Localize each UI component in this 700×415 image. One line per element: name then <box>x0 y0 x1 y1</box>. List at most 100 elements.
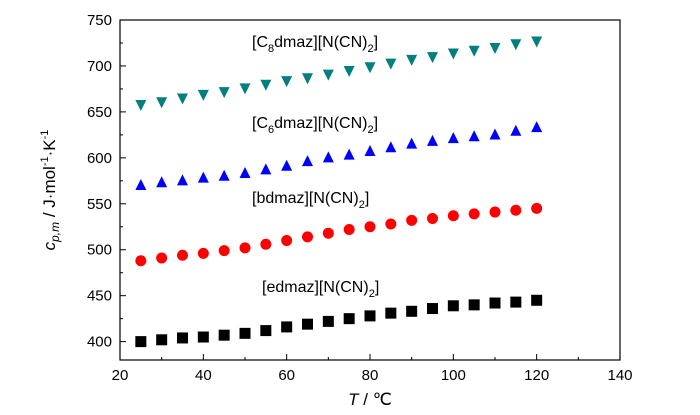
data-point-series-2 <box>197 171 209 183</box>
data-point-series-3 <box>156 97 168 109</box>
data-point-series-1 <box>239 242 251 254</box>
data-point-series-1 <box>302 231 313 243</box>
data-point-series-1 <box>156 252 168 264</box>
data-point-series-3 <box>281 76 293 88</box>
data-point-series-0 <box>406 305 418 317</box>
data-point-series-0 <box>218 329 230 341</box>
data-point-series-1 <box>427 212 438 224</box>
data-point-series-0 <box>343 313 355 325</box>
data-point-series-1 <box>385 218 397 230</box>
data-point-series-3 <box>406 54 418 66</box>
y-tick-label: 550 <box>87 196 112 213</box>
data-point-series-2 <box>156 176 168 188</box>
data-point-series-2 <box>239 167 251 179</box>
data-point-series-2 <box>302 155 313 167</box>
data-point-series-0 <box>489 297 501 309</box>
data-point-series-3 <box>197 89 209 101</box>
data-point-series-0 <box>322 315 334 327</box>
data-point-series-3 <box>510 39 522 51</box>
data-point-series-0 <box>260 325 272 337</box>
x-tick-label: 80 <box>362 367 379 384</box>
y-tick-label: 450 <box>87 288 112 305</box>
data-point-series-3 <box>239 83 251 95</box>
data-point-series-3 <box>302 73 313 85</box>
axis-ticks <box>119 19 621 360</box>
data-point-series-1 <box>489 206 501 218</box>
y-tick-label: 750 <box>87 12 112 29</box>
data-point-series-1 <box>364 221 376 233</box>
data-point-series-3 <box>427 52 438 64</box>
data-point-series-3 <box>364 62 376 74</box>
data-point-series-1 <box>531 202 543 214</box>
data-point-series-1 <box>135 255 147 267</box>
data-point-series-3 <box>177 93 188 105</box>
data-point-series-2 <box>343 148 355 160</box>
data-point-series-2 <box>427 134 438 146</box>
data-point-series-0 <box>385 307 397 319</box>
data-point-series-1 <box>322 227 334 239</box>
data-point-series-2 <box>406 137 418 149</box>
data-point-series-3 <box>135 99 147 111</box>
data-point-series-1 <box>510 204 522 216</box>
y-tick-label: 500 <box>87 242 112 259</box>
axis-tick-labels: 20 40 60 80 100 120 140 400 450 500 550 600 650 700 75… <box>87 12 633 384</box>
series-label-edmaz: [edmaz][N(CN)2] <box>262 279 379 300</box>
data-point-series-3 <box>531 36 543 48</box>
data-point-series-0 <box>197 331 209 343</box>
data-point-series-0 <box>281 321 293 333</box>
y-tick-label: 650 <box>87 104 112 121</box>
data-point-series-2 <box>468 130 480 142</box>
data-point-series-1 <box>406 214 418 226</box>
data-point-series-0 <box>447 300 459 312</box>
data-point-series-2 <box>385 141 397 153</box>
data-point-series-1 <box>260 238 272 250</box>
x-tick-label: 120 <box>524 367 549 384</box>
x-tick-label: 20 <box>112 367 129 384</box>
data-point-series-1 <box>468 208 480 220</box>
data-point-series-0 <box>364 310 376 322</box>
data-point-series-1 <box>343 224 355 236</box>
y-tick-label: 600 <box>87 150 112 167</box>
data-point-series-0 <box>156 334 168 346</box>
series-label-bdmaz: [bdmaz][N(CN)2] <box>252 190 369 211</box>
data-point-series-3 <box>322 69 334 81</box>
data-point-series-0 <box>302 318 313 330</box>
data-point-series-1 <box>197 247 209 259</box>
data-point-series-3 <box>343 65 355 77</box>
data-point-series-2 <box>260 163 272 175</box>
data-point-series-3 <box>468 45 480 57</box>
y-axis-title: cp,m / J·mol-1·K-1 <box>39 130 62 251</box>
data-point-series-2 <box>218 169 230 181</box>
x-tick-label: 60 <box>278 367 295 384</box>
data-point-series-1 <box>447 210 459 222</box>
data-point-series-0 <box>239 327 251 339</box>
series-label-c6dmaz: [C6dmaz][N(CN)2] <box>252 115 378 136</box>
data-point-series-0 <box>510 296 522 308</box>
data-point-series-2 <box>322 151 334 163</box>
data-point-series-3 <box>385 58 397 70</box>
data-point-series-0 <box>531 294 543 306</box>
data-point-series-1 <box>218 245 230 257</box>
data-point-series-2 <box>489 128 501 140</box>
x-axis-title: T / ℃ <box>348 390 392 409</box>
data-point-series-3 <box>260 79 272 91</box>
y-tick-label: 400 <box>87 334 112 351</box>
x-tick-label: 140 <box>607 367 632 384</box>
data-point-series-2 <box>364 144 376 156</box>
data-point-series-3 <box>447 48 459 60</box>
data-point-series-2 <box>510 124 522 136</box>
x-tick-label: 40 <box>195 367 212 384</box>
data-point-series-2 <box>135 178 147 190</box>
data-point-series-1 <box>177 249 188 261</box>
data-point-series-3 <box>489 42 501 54</box>
y-tick-label: 700 <box>87 58 112 75</box>
data-point-series-0 <box>177 332 188 344</box>
data-point-series-2 <box>447 132 459 144</box>
data-point-series-0 <box>468 299 480 311</box>
data-point-series-1 <box>281 235 293 247</box>
data-markers <box>135 36 543 348</box>
data-point-series-0 <box>135 336 147 348</box>
data-point-series-2 <box>531 121 543 133</box>
series-label-c8dmaz: [C8dmaz][N(CN)2] <box>252 34 378 55</box>
